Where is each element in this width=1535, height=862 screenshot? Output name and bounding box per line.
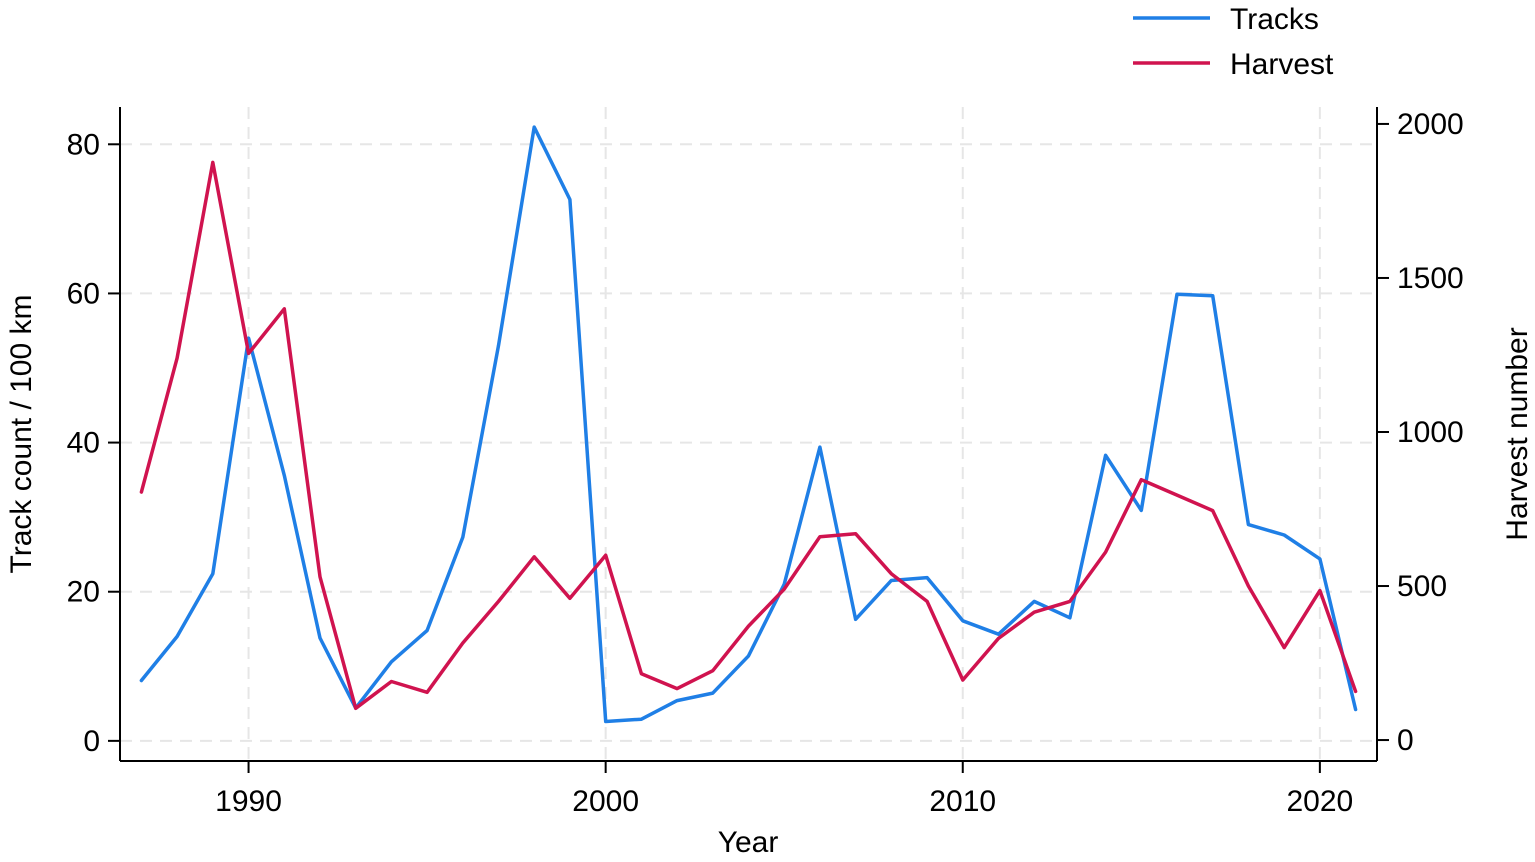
- y-left-tick-label: 60: [67, 277, 100, 310]
- axes: 1990 2000 2010 2020 0 20 40 60 80 0 500 1000 1500 200…: [67, 107, 1464, 818]
- y-right-tick-label: 1000: [1397, 416, 1464, 449]
- y-axis-left-title: Track count / 100 km: [5, 295, 38, 574]
- y-right-tick-label: 2000: [1397, 108, 1464, 141]
- series-line-harvest: [139, 160, 1358, 711]
- y-right-tick-label: 1500: [1397, 262, 1464, 295]
- legend: Tracks Harvest: [1133, 3, 1334, 81]
- x-tick-label: 1990: [215, 785, 282, 818]
- legend-label-harvest: Harvest: [1230, 48, 1334, 81]
- x-tick-label: 2010: [929, 785, 996, 818]
- series-line-tracks: [139, 125, 1358, 724]
- x-tick-label: 2000: [572, 785, 639, 818]
- y-left-tick-label: 0: [83, 725, 100, 758]
- y-right-tick-label: 0: [1397, 724, 1414, 757]
- y-right-tick-label: 500: [1397, 570, 1447, 603]
- x-axis-title: Year: [718, 826, 779, 859]
- y-left-tick-label: 20: [67, 576, 100, 609]
- grid-lines: [120, 107, 1377, 761]
- y-left-tick-label: 80: [67, 128, 100, 161]
- x-tick-label: 2020: [1286, 785, 1353, 818]
- legend-label-tracks: Tracks: [1230, 3, 1319, 36]
- y-left-tick-label: 40: [67, 427, 100, 460]
- y-axis-right-title: Harvest number: [1501, 327, 1534, 540]
- series-lines: [139, 125, 1358, 724]
